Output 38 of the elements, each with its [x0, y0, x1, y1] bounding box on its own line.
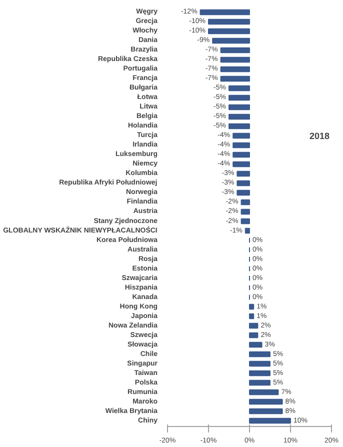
- bar: [249, 418, 291, 424]
- bar: [236, 180, 250, 186]
- bar: [249, 370, 270, 376]
- bar: [220, 56, 250, 63]
- bar: [232, 152, 250, 158]
- bar: [249, 380, 270, 386]
- bar: [212, 38, 250, 44]
- bar: [208, 18, 250, 25]
- bar: [249, 398, 283, 405]
- bar: [228, 85, 250, 92]
- bar: [200, 9, 250, 16]
- bar: [249, 342, 262, 348]
- bar: [249, 351, 270, 358]
- bar: [244, 228, 250, 234]
- bar: [249, 389, 279, 396]
- bar: [228, 114, 250, 120]
- bar: [228, 104, 250, 110]
- bar: [236, 170, 250, 177]
- bar: [208, 28, 250, 34]
- bar: [220, 47, 250, 54]
- bar: [249, 408, 283, 414]
- bar: [240, 208, 250, 215]
- bar: [232, 132, 250, 139]
- bar: [232, 161, 250, 168]
- bar: [240, 218, 250, 224]
- bar: [240, 199, 250, 206]
- annotation: 2018: [309, 131, 330, 142]
- bar: [249, 304, 254, 310]
- bar: [228, 123, 250, 130]
- bar: [228, 94, 250, 101]
- bar: [249, 322, 258, 329]
- bar: [236, 190, 250, 196]
- bar: [220, 66, 250, 72]
- bar: [249, 332, 258, 338]
- bar: [232, 142, 250, 148]
- bar: [249, 313, 254, 320]
- bar: [249, 360, 270, 367]
- bar: [220, 76, 250, 82]
